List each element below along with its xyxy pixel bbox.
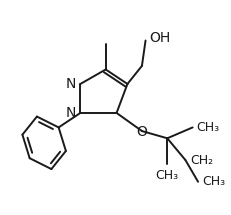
Text: O: O [137, 125, 147, 139]
Text: CH₃: CH₃ [156, 169, 179, 182]
Text: OH: OH [149, 31, 170, 45]
Text: CH₃: CH₃ [196, 121, 219, 134]
Text: N: N [65, 77, 76, 91]
Text: CH₃: CH₃ [203, 175, 226, 188]
Text: CH₂: CH₂ [190, 154, 213, 166]
Text: N: N [65, 106, 76, 120]
